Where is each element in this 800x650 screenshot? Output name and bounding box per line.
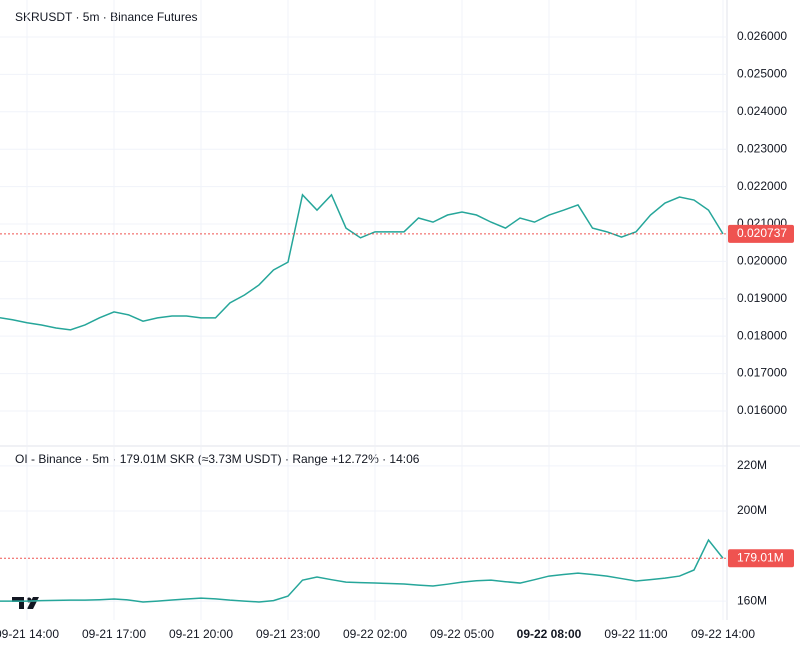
y-tick-label: 0.023000 — [737, 141, 787, 155]
series-line — [0, 538, 724, 603]
y-tick-label: 0.016000 — [737, 403, 787, 417]
x-tick-label: 09-22 14:00 — [691, 627, 755, 641]
y-tick-label: 200M — [737, 503, 767, 517]
chart-title: SKRUSDT · 5m · Binance Futures — [15, 10, 198, 24]
y-tick-label: 0.019000 — [737, 291, 787, 305]
y-tick-label: 0.025000 — [737, 67, 787, 81]
x-tick-label: 09-22 08:00 — [517, 627, 582, 641]
y-tick-label: 0.022000 — [737, 179, 787, 193]
y-tick-label: 0.024000 — [737, 104, 787, 118]
x-tick-label: 09-21 23:00 — [256, 627, 320, 641]
x-tick-label: 09-22 11:00 — [604, 627, 667, 641]
last-value-label: 179.01M — [737, 550, 784, 564]
last-value-badge — [728, 224, 794, 243]
last-value-label: 0.020737 — [737, 226, 787, 240]
y-tick-label: 160M — [737, 593, 767, 607]
x-tick-label: 09-22 02:00 — [343, 627, 407, 641]
series-line — [0, 193, 724, 331]
y-tick-label: 220M — [737, 458, 767, 472]
x-tick-label: 09-22 05:00 — [430, 627, 494, 641]
y-tick-label: 0.018000 — [737, 328, 787, 342]
y-tick-label: 0.020000 — [737, 254, 787, 268]
oi-title: OI - Binance · 5m · 179.01M SKR (≈3.73M … — [15, 452, 420, 466]
tv-logo — [12, 597, 39, 609]
y-tick-label: 0.017000 — [737, 366, 787, 380]
x-tick-label: 09-21 20:00 — [169, 627, 233, 641]
x-tick-label: 09-21 17:00 — [82, 627, 146, 641]
y-tick-label: 0.026000 — [737, 29, 787, 43]
x-tick-label: 09-21 14:00 — [0, 627, 59, 641]
last-value-badge — [728, 549, 794, 568]
